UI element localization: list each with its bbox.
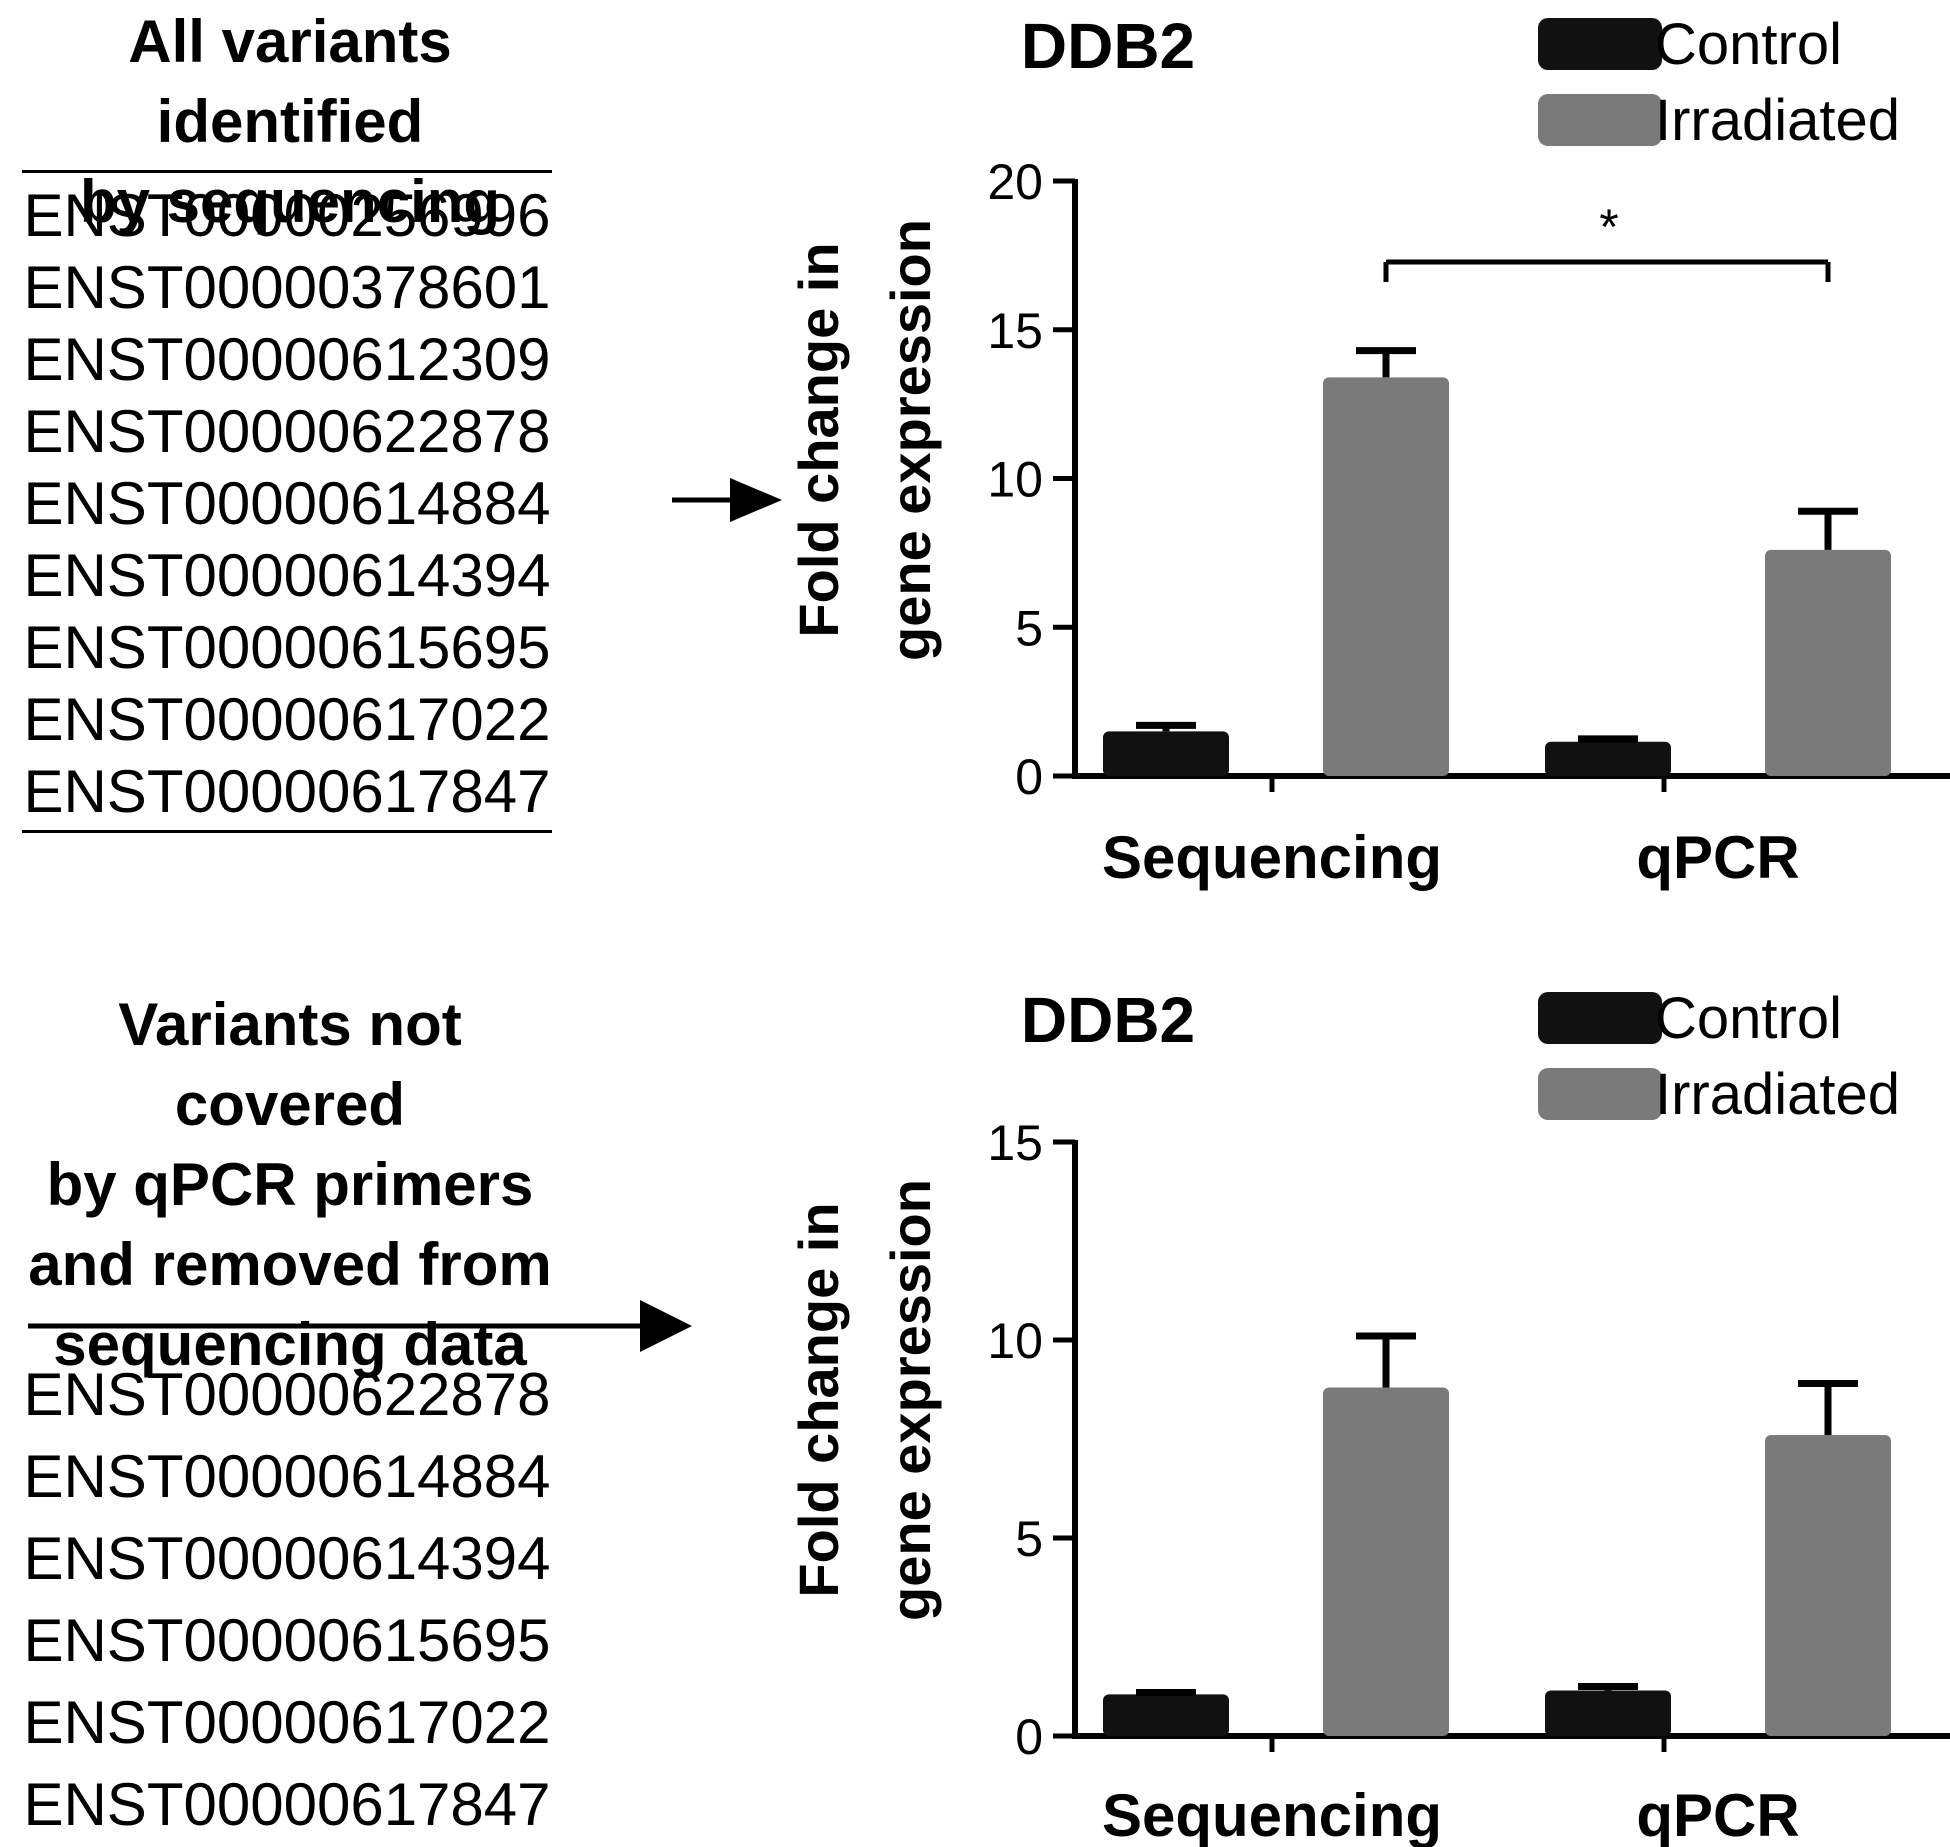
x-category-label: Sequencing xyxy=(1102,1782,1442,1847)
top-variant-item: ENST00000617022 xyxy=(23,686,551,753)
top-heading-line1: All variants identified xyxy=(128,8,452,155)
bar-control xyxy=(1103,731,1229,776)
bottom-variant-item: ENST00000614884 xyxy=(23,1443,551,1510)
x-category-label: qPCR xyxy=(1636,824,1799,891)
top-variant-item: ENST00000614394 xyxy=(23,542,551,609)
top-variant-item: ENST00000256996 xyxy=(23,182,551,249)
bar-control xyxy=(1545,1690,1671,1736)
top-variant-list: ENST00000256996 ENST00000378601 ENST0000… xyxy=(22,180,552,828)
bar-control xyxy=(1103,1694,1229,1736)
bottom-variant-list: ENST00000622878 ENST00000614884 ENST0000… xyxy=(22,1354,552,1846)
x-category-label: qPCR xyxy=(1636,1782,1799,1847)
bottom-heading: Variants not covered by qPCR primers and… xyxy=(0,985,580,1385)
y-tick-label: 5 xyxy=(1015,1511,1043,1567)
legend-label-control: Control xyxy=(1655,986,1842,1051)
y-tick-label: 0 xyxy=(1015,1709,1043,1765)
chart-title: DDB2 xyxy=(1021,10,1195,82)
legend-label-irradiated: Irradiated xyxy=(1655,88,1900,153)
bottom-heading-line2: by qPCR primers xyxy=(46,1151,534,1218)
top-divider-lower xyxy=(22,830,552,833)
y-axis-title-line2: gene expression xyxy=(879,219,942,661)
y-tick-label: 0 xyxy=(1015,749,1043,805)
bottom-variant-item: ENST00000622878 xyxy=(23,1361,551,1428)
legend-swatch-irradiated xyxy=(1538,94,1662,146)
bottom-variant-item: ENST00000617847 xyxy=(23,1771,551,1838)
bar-control xyxy=(1545,741,1671,776)
y-tick-label: 10 xyxy=(987,452,1043,508)
top-heading: All variants identified by sequencing xyxy=(0,2,580,242)
top-variant-item: ENST00000615695 xyxy=(23,614,551,681)
y-axis-title-line1: Fold change in xyxy=(787,1202,850,1597)
y-axis-title-line2: gene expression xyxy=(879,1179,942,1621)
y-tick-label: 10 xyxy=(987,1313,1043,1369)
bottom-heading-line4: sequencing data xyxy=(53,1311,527,1378)
chart-title: DDB2 xyxy=(1021,984,1195,1056)
y-axis-title-line1: Fold change in xyxy=(787,242,850,637)
x-category-label: Sequencing xyxy=(1102,824,1442,891)
significance-label: * xyxy=(1599,199,1618,255)
bar-irradiated xyxy=(1765,1435,1891,1736)
bar-irradiated xyxy=(1323,1387,1449,1736)
bottom-heading-line3: and removed from xyxy=(28,1231,552,1298)
legend-label-irradiated: Irradiated xyxy=(1655,1062,1900,1127)
legend-swatch-control xyxy=(1538,18,1662,70)
bar-irradiated xyxy=(1765,549,1891,776)
top-arrow xyxy=(672,478,782,522)
y-tick-label: 20 xyxy=(987,154,1043,210)
top-divider-upper xyxy=(22,170,552,173)
top-variant-item: ENST00000614884 xyxy=(23,470,551,537)
bottom-heading-line1: Variants not covered xyxy=(118,991,462,1138)
chart-bottom: DDB2 Control Irradiated Fold change in gene … xyxy=(787,984,1950,1847)
legend-swatch-control xyxy=(1538,992,1662,1044)
top-variant-item: ENST00000378601 xyxy=(23,254,551,321)
top-variant-item: ENST00000617847 xyxy=(23,758,551,825)
y-tick-label: 15 xyxy=(987,303,1043,359)
y-tick-label: 5 xyxy=(1015,600,1043,656)
bottom-arrow xyxy=(28,1300,692,1352)
top-variant-item: ENST00000622878 xyxy=(23,398,551,465)
top-variant-item: ENST00000612309 xyxy=(23,326,551,393)
bottom-variant-item: ENST00000617022 xyxy=(23,1689,551,1756)
top-heading-line2: by sequencing xyxy=(79,168,501,235)
legend-swatch-irradiated xyxy=(1538,1068,1662,1120)
bottom-variant-item: ENST00000615695 xyxy=(23,1607,551,1674)
bar-irradiated xyxy=(1323,377,1449,776)
chart-top: DDB2 Control Irradiated Fold change in gene … xyxy=(787,10,1950,891)
bottom-variant-item: ENST00000614394 xyxy=(23,1525,551,1592)
y-tick-label: 15 xyxy=(987,1115,1043,1171)
legend-label-control: Control xyxy=(1655,12,1842,77)
